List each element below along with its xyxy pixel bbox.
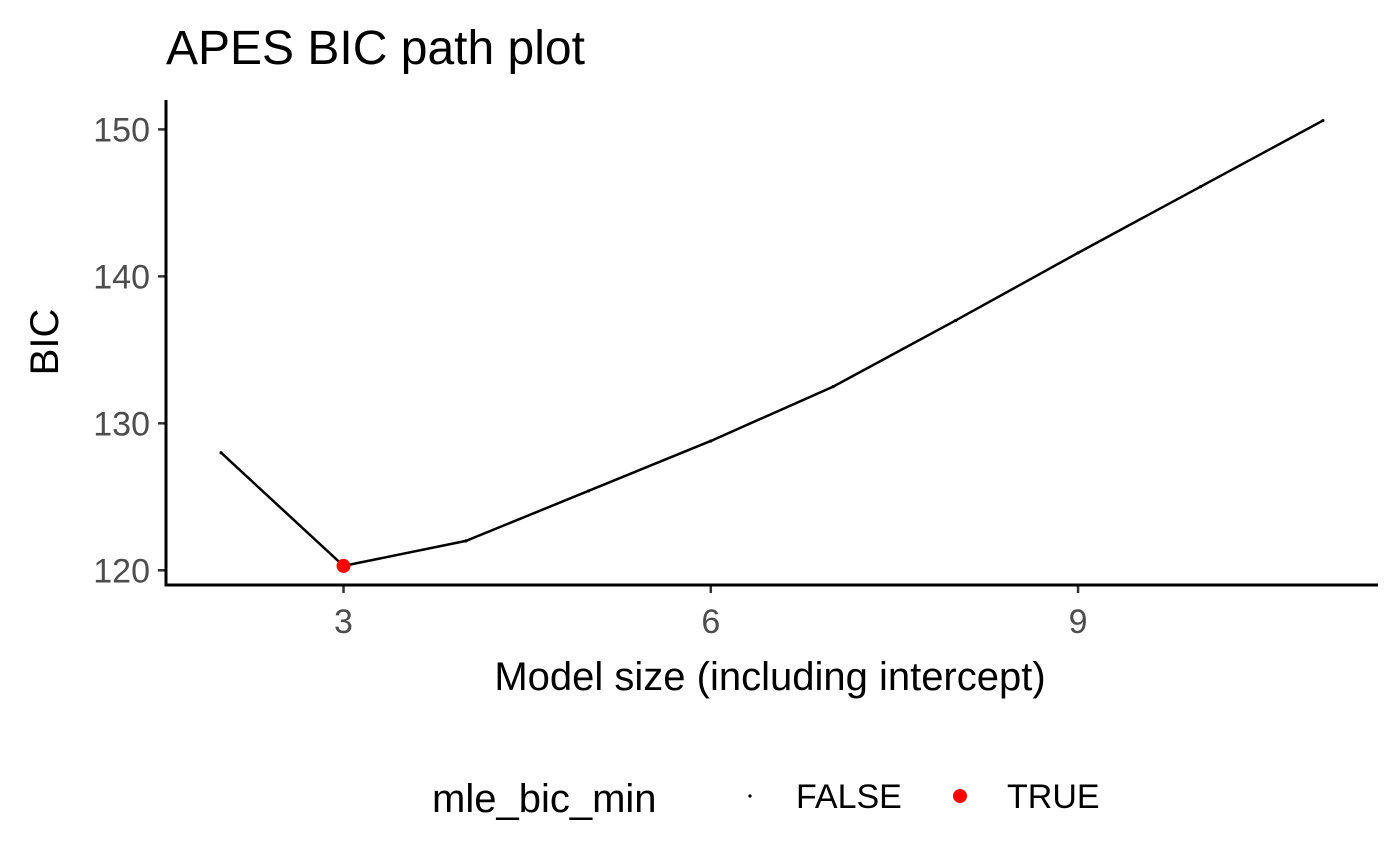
- data-point: [586, 489, 590, 493]
- y-tick-label-150: 150: [93, 111, 150, 149]
- y-tick-label-140: 140: [93, 258, 150, 296]
- data-point: [464, 539, 468, 543]
- chart-title: APES BIC path plot: [166, 22, 585, 75]
- x-axis-title: Model size (including intercept): [494, 655, 1045, 699]
- point-bic-min: [336, 558, 351, 573]
- data-point: [1321, 118, 1325, 123]
- x-tick-label-3: 3: [334, 603, 353, 641]
- data-point: [954, 318, 958, 323]
- y-axis-title: BIC: [23, 309, 67, 376]
- y-tick-label-120: 120: [93, 552, 150, 590]
- plot-area: 120 130 140 150 3 6 9: [93, 100, 1378, 641]
- legend: mle_bic_min FALSE TRUE: [432, 777, 1100, 821]
- y-axis-ticks: 120 130 140 150: [93, 111, 166, 590]
- data-point: [1076, 251, 1080, 255]
- data-point: [831, 384, 835, 389]
- data-point: [219, 451, 223, 455]
- bic-series-line: [220, 119, 1324, 568]
- data-point: [709, 439, 713, 443]
- legend-label-false: FALSE: [796, 778, 902, 816]
- y-tick-label-130: 130: [93, 405, 150, 443]
- data-points: [219, 118, 1325, 573]
- legend-title: mle_bic_min: [432, 777, 657, 821]
- x-axis-ticks: 3 6 9: [334, 585, 1088, 641]
- legend-label-true: TRUE: [1007, 778, 1100, 816]
- x-tick-label-6: 6: [701, 603, 720, 641]
- legend-key-true: [953, 789, 967, 803]
- data-point: [1198, 185, 1203, 189]
- x-tick-label-9: 9: [1069, 603, 1088, 641]
- legend-key-false: [748, 794, 752, 798]
